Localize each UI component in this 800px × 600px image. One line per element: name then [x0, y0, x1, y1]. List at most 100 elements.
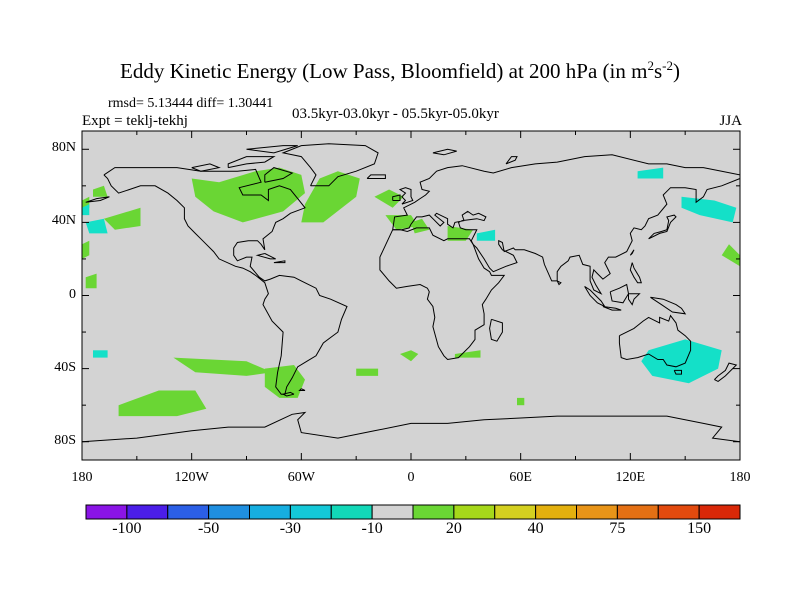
- lat-label: 40S: [54, 359, 76, 375]
- lat-label: 40N: [51, 213, 76, 229]
- coastline: [392, 154, 741, 295]
- colorbar-swatch: [535, 504, 578, 520]
- colorbar-swatch: [85, 504, 128, 520]
- season-label: JJA: [719, 113, 742, 129]
- colorbar-swatch: [289, 504, 332, 520]
- coastline: [398, 187, 414, 205]
- coastline: [103, 167, 348, 395]
- colorbar-label: 150: [687, 520, 712, 537]
- positive-anomaly-region: [93, 185, 108, 197]
- positive-anomaly-region: [103, 207, 141, 230]
- stats-label: rmsd= 5.13444 diff= 1.30441: [108, 96, 274, 111]
- negative-anomaly-region: [641, 339, 722, 384]
- coastline: [432, 148, 457, 156]
- plot-title-sup2: -2: [662, 58, 673, 73]
- coastline: [505, 156, 518, 165]
- coastline: [602, 306, 622, 311]
- lon-label: 180: [729, 470, 751, 485]
- negative-anomaly-region: [82, 204, 90, 216]
- coastline: [714, 362, 738, 382]
- coastline: [628, 293, 641, 306]
- coastline: [673, 369, 682, 375]
- coastline: [629, 249, 635, 256]
- coastline: [556, 280, 562, 286]
- positive-anomaly-region: [374, 189, 404, 208]
- colorbar-swatch: [494, 504, 537, 520]
- coastline: [227, 156, 276, 169]
- coastline: [273, 260, 286, 264]
- colorbar-swatch: [126, 504, 169, 520]
- colorbar: [85, 504, 741, 520]
- colorbar-label: -30: [279, 520, 302, 537]
- colorbar-swatch: [371, 504, 414, 520]
- plot-title-sup1: 2: [647, 58, 654, 73]
- coastline: [264, 167, 294, 183]
- coastline: [366, 174, 386, 179]
- negative-anomaly-region: [93, 350, 108, 358]
- negative-anomaly-region: [85, 218, 108, 234]
- coastline-layer: [81, 143, 741, 443]
- coastline: [629, 262, 642, 284]
- lon-label: 120W: [174, 470, 209, 485]
- positive-anomaly-region: [173, 357, 273, 376]
- lon-label: 0: [407, 470, 415, 485]
- coastline: [246, 145, 298, 154]
- plot-title-main: Eddy Kinetic Energy (Low Pass, Bloomfiel…: [120, 59, 648, 83]
- negative-anomaly-region: [476, 229, 496, 241]
- positive-anomaly-region: [301, 171, 360, 223]
- period-label: 03.5kyr-03.0kyr - 05.5kyr-05.0kyr: [292, 106, 499, 122]
- lon-label: 60E: [509, 470, 532, 485]
- positive-anomaly-region: [517, 397, 525, 406]
- experiment-label: Expt = teklj-tekhj: [82, 113, 188, 129]
- lon-label: 120E: [615, 470, 646, 485]
- coastline: [281, 143, 379, 187]
- coastline: [379, 227, 506, 361]
- colorbar-label: -10: [361, 520, 383, 537]
- negative-anomaly-region: [637, 167, 664, 179]
- colorbar-swatch: [616, 504, 659, 520]
- plot-title-mid: s: [653, 59, 663, 83]
- colorbar-swatch: [657, 504, 700, 520]
- colorbar-swatch: [330, 504, 373, 520]
- lat-label: 80S: [54, 432, 76, 448]
- colorbar-swatch: [576, 504, 618, 520]
- colorbar-label: 40: [527, 520, 544, 537]
- lon-label: 60W: [287, 470, 315, 485]
- coastline: [191, 163, 221, 172]
- plot-title-end: ): [672, 59, 680, 83]
- coastline: [85, 196, 110, 203]
- coastline: [650, 296, 687, 315]
- lon-label: 180: [71, 470, 93, 485]
- colorbar-swatch: [167, 504, 210, 520]
- colorbar-label: -100: [112, 520, 142, 537]
- positive-anomaly-region: [721, 244, 740, 267]
- tick-layer: [81, 131, 741, 460]
- coastline: [392, 194, 401, 201]
- colorbar-swatch: [249, 504, 291, 520]
- colorbar-label: 20: [445, 520, 462, 537]
- coastline: [489, 318, 503, 342]
- coastline: [281, 391, 295, 397]
- plot-title: Eddy Kinetic Energy (Low Pass, Bloomfiel…: [0, 58, 800, 84]
- colorbar-label: 75: [609, 520, 626, 537]
- colorbar-swatch: [208, 504, 251, 520]
- positive-anomaly-region: [356, 368, 379, 376]
- negative-anomaly-region: [681, 196, 737, 223]
- positive-anomaly-region: [411, 218, 430, 234]
- positive-anomaly-region: [454, 350, 481, 358]
- coastline: [618, 314, 692, 368]
- colorbar-swatch: [412, 504, 455, 520]
- positive-anomaly-region: [400, 350, 419, 362]
- positive-anomaly-region: [118, 390, 207, 417]
- coastline: [255, 253, 276, 260]
- colorbar-label: -50: [197, 520, 220, 537]
- colorbar-swatch: [698, 504, 741, 520]
- coastline: [648, 214, 677, 240]
- positive-anomaly-region: [82, 240, 90, 259]
- lat-label: 0: [69, 286, 76, 302]
- coastline: [81, 411, 741, 443]
- positive-anomaly-region: [85, 273, 97, 289]
- lat-label: 80N: [51, 140, 76, 156]
- colorbar-swatch: [453, 504, 496, 520]
